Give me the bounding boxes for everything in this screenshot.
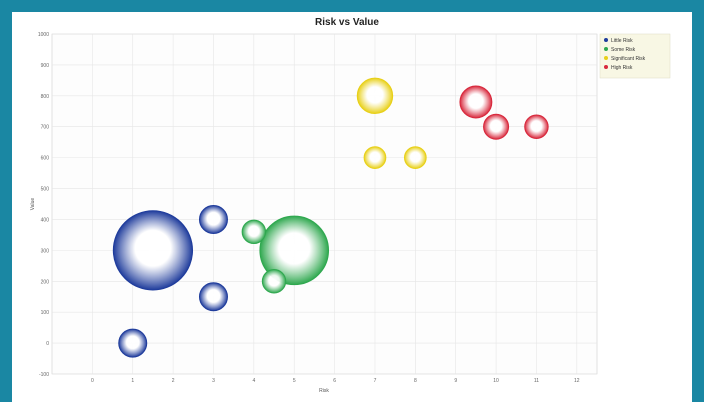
y-tick-label: 300 [41,248,50,254]
bubble-some-risk[interactable] [241,219,267,245]
bubble-little-risk[interactable] [198,204,228,234]
x-tick-label: 8 [414,378,417,384]
bubble-some-risk[interactable] [261,269,287,294]
bubble-high-risk[interactable] [459,85,493,119]
x-tick-label: 3 [212,378,215,384]
x-tick-label: 12 [574,378,580,384]
y-tick-label: 100 [41,310,50,316]
y-tick-label: 700 [41,125,50,131]
legend-marker [604,38,608,42]
y-tick-label: 800 [41,94,50,100]
legend-label: High Risk [611,65,633,71]
bubble-little-risk[interactable] [112,210,194,291]
chart-title: Risk vs Value [315,17,379,28]
legend-label: Some Risk [611,47,636,53]
y-tick-label: -100 [39,372,49,378]
legend-label: Significant Risk [611,56,646,62]
x-tick-label: 11 [534,378,539,384]
x-tick-label: 4 [252,378,255,384]
plot-area [51,33,598,375]
x-tick-label: 6 [333,378,336,384]
x-tick-label: 2 [172,378,175,384]
bubble-significant-risk[interactable] [356,77,394,115]
y-tick-label: 200 [41,279,50,285]
x-tick-label: 9 [454,378,457,384]
y-tick-label: 500 [41,187,50,193]
x-tick-label: 0 [91,378,94,384]
y-tick-label: 600 [41,156,50,162]
bubble-some-risk[interactable] [259,215,330,286]
x-tick-label: 1 [131,378,134,384]
bubble-significant-risk[interactable] [363,146,387,169]
chart-frame: Risk vs Value 0 1 2 3 4 5 6 7 8 9 10 11 12 -100 0 100 20… [12,12,692,402]
x-tick-label: 10 [493,378,499,384]
bubble-significant-risk[interactable] [403,146,427,169]
y-tick-label: 400 [41,217,50,223]
y-tick-label: 0 [46,341,49,347]
x-axis-label: Risk [319,388,329,394]
legend-marker [604,56,608,60]
y-tick-label: 1000 [38,32,49,38]
bubble-high-risk[interactable] [483,113,510,140]
x-tick-label: 5 [293,378,296,384]
legend-marker [604,65,608,69]
legend-marker [604,47,608,51]
y-tick-label: 900 [41,63,50,69]
bubble-high-risk[interactable] [524,114,549,139]
legend-label: Little Risk [611,38,633,44]
y-axis-label: Value [30,198,36,211]
bubble-little-risk[interactable] [198,282,228,312]
bubble-chart: Risk vs Value 0 1 2 3 4 5 6 7 8 9 10 11 12-100010020… [30,17,671,394]
x-tick-label: 7 [374,378,377,384]
legend: Little Risk Some Risk Significant Risk High… [599,33,671,79]
bubble-little-risk[interactable] [118,328,148,358]
